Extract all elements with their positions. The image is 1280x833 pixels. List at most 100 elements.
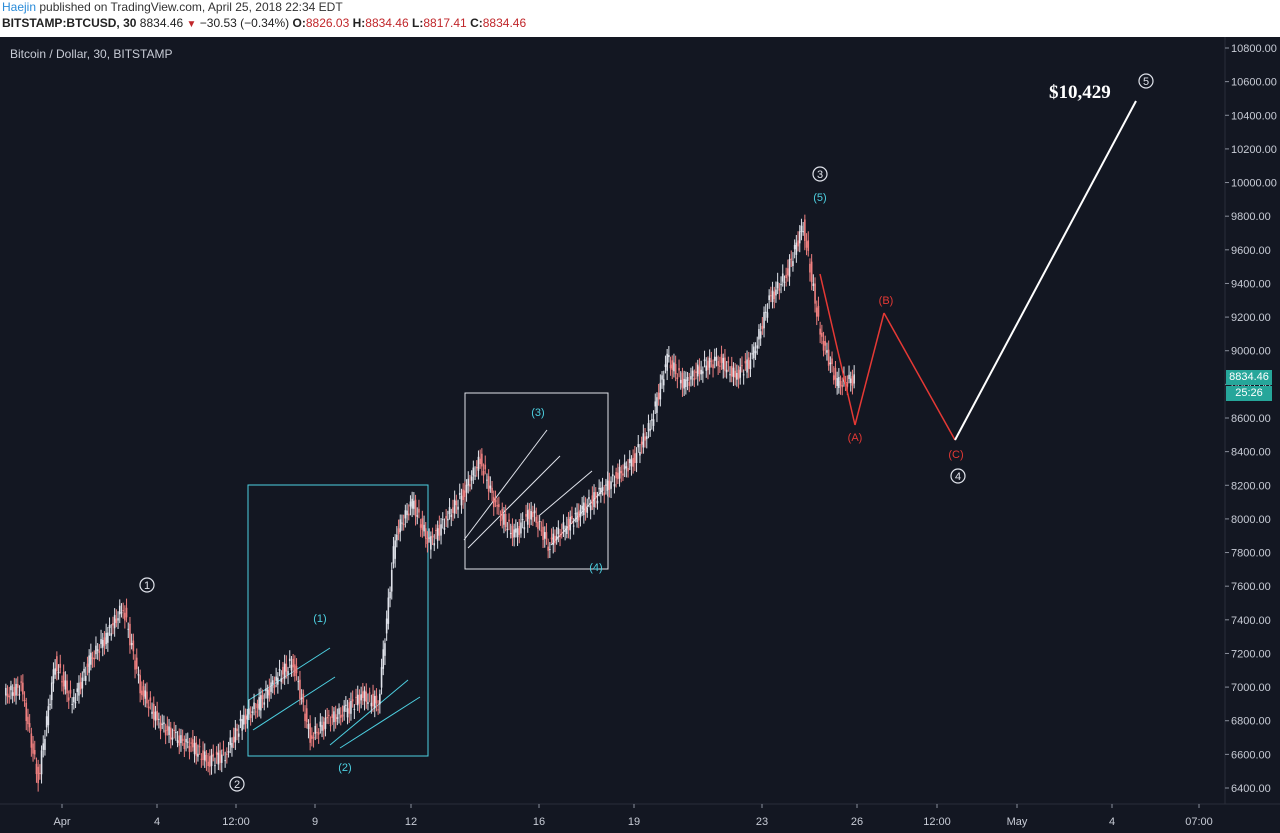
candle-body	[236, 728, 238, 732]
candle-body	[435, 529, 437, 531]
candle-body	[307, 723, 310, 730]
candle-body	[209, 756, 211, 767]
candle-body	[673, 362, 675, 372]
candle-body	[71, 703, 73, 705]
candle-body	[542, 526, 544, 540]
candle-body	[472, 467, 475, 476]
candle-body	[696, 364, 699, 377]
candle-body	[611, 474, 614, 477]
candle-body	[193, 742, 196, 755]
candle-body	[564, 530, 566, 532]
candle-body	[171, 737, 174, 740]
candle-body	[530, 511, 532, 520]
candle-body	[815, 307, 818, 317]
candle-body	[802, 231, 804, 233]
candle-body	[90, 652, 92, 665]
candle-body	[707, 360, 709, 371]
candle-body	[589, 505, 592, 511]
y-tick-label: 10600.00	[1231, 77, 1277, 89]
bar-countdown: 25:26	[1226, 386, 1272, 401]
candle-body	[33, 750, 36, 755]
candle-body	[358, 694, 361, 704]
candle-body	[84, 675, 87, 681]
y-tick-label: 10000.00	[1231, 178, 1277, 190]
candle-body	[513, 529, 515, 538]
close-value: 8834.46	[482, 16, 527, 30]
candle-body	[384, 643, 386, 656]
candle-body	[617, 472, 619, 480]
candle-body	[486, 479, 488, 481]
candle-body	[345, 704, 347, 706]
candle-body	[382, 649, 385, 669]
candle-body	[739, 366, 742, 378]
candle-body	[532, 512, 534, 518]
candle-body	[758, 328, 760, 340]
candle-body	[256, 703, 259, 709]
candle-body	[147, 706, 150, 709]
chart-area[interactable]	[0, 37, 1280, 833]
candle-body	[543, 532, 546, 539]
open-label: O:	[292, 16, 306, 30]
candle-body	[528, 508, 531, 519]
candle-body	[16, 683, 19, 688]
candle-body	[501, 508, 504, 520]
candle-body	[304, 713, 306, 722]
candle-body	[577, 511, 580, 521]
candle-body	[370, 702, 373, 707]
candle-body	[440, 524, 442, 536]
candle-body	[635, 452, 638, 464]
candle-body	[628, 458, 631, 463]
candle-body	[669, 364, 672, 369]
y-tick-label: 7200.00	[1231, 648, 1271, 660]
candle-body	[5, 687, 7, 696]
candle-body	[220, 754, 223, 763]
candle-body	[793, 244, 796, 250]
candle-body	[632, 457, 634, 467]
candle-body	[224, 760, 226, 762]
candle-body	[691, 370, 694, 377]
candle-body	[47, 706, 50, 726]
candle-body	[413, 500, 415, 509]
candle-body	[271, 680, 274, 685]
candle-body	[195, 742, 198, 756]
candle-body	[100, 639, 102, 645]
candle-body	[365, 691, 368, 702]
candle-body	[826, 350, 828, 353]
candle-body	[229, 737, 232, 746]
candle-body	[768, 295, 770, 301]
candle-body	[173, 729, 175, 731]
candle-body	[406, 510, 408, 516]
candle-body	[113, 615, 116, 629]
candle-body	[81, 677, 84, 689]
candle-body	[329, 725, 332, 727]
candle-body	[798, 231, 801, 244]
candle-body	[379, 693, 381, 705]
candle-body	[494, 499, 497, 503]
y-tick-label: 8400.00	[1231, 447, 1271, 459]
candle-body	[175, 731, 177, 733]
candle-body	[261, 695, 264, 700]
candle-body	[753, 346, 755, 359]
candle-body	[773, 291, 776, 300]
candle-body	[515, 528, 517, 533]
candle-body	[759, 331, 762, 339]
author-link[interactable]: Haejin	[2, 0, 37, 14]
candle-body	[436, 528, 439, 541]
publish-text: published on TradingView.com, April 25, …	[36, 0, 343, 14]
candle-body	[219, 750, 221, 763]
candle-body	[333, 711, 335, 723]
candle-body	[295, 666, 298, 674]
candle-body	[268, 687, 271, 696]
candle-body	[734, 370, 736, 378]
candle-body	[637, 444, 640, 448]
candle-body	[754, 350, 757, 354]
candle-body	[96, 649, 99, 651]
candle-body	[54, 668, 56, 675]
candle-body	[594, 492, 597, 499]
candle-body	[481, 453, 483, 467]
candle-body	[314, 725, 317, 734]
candle-body	[749, 360, 752, 370]
candle-body	[836, 378, 838, 386]
candle-body	[737, 369, 740, 380]
